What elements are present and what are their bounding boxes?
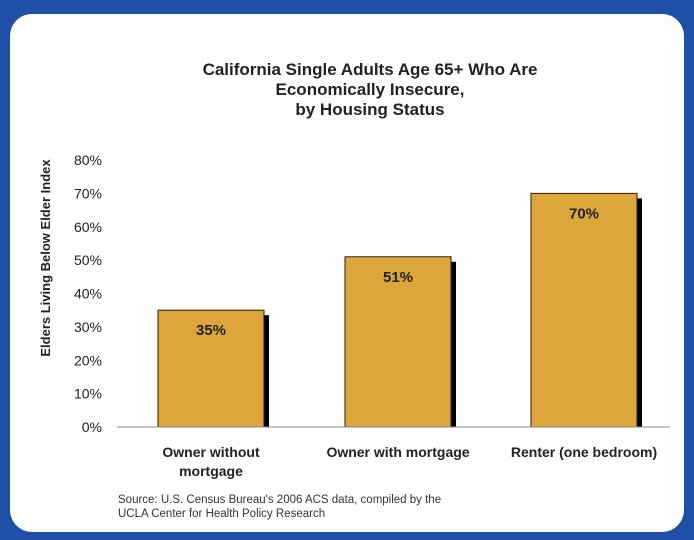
x-category-label: Renter (one bedroom) [511,444,657,460]
y-tick-label: 60% [74,219,102,235]
y-axis-title: Elders Living Below Elder Index [38,159,53,357]
y-tick-label: 0% [82,419,102,435]
x-category-label: Owner without [162,444,260,460]
source-line-1: Source: U.S. Census Bureau's 2006 ACS da… [118,494,442,506]
bar-data-label: 51% [383,269,413,286]
y-tick-label: 80% [74,152,102,168]
source-note: Source: U.S. Census Bureau's 2006 ACS da… [118,493,538,521]
y-tick-label: 20% [74,352,102,368]
chart-title-line-2: Economically Insecure, [275,80,465,99]
x-category-label: mortgage [179,463,243,479]
chart-title: California Single Adults Age 65+ Who Are… [160,60,580,120]
y-tick-label: 70% [74,185,102,201]
y-tick-label: 50% [74,252,102,268]
bar-data-label: 35% [196,322,226,339]
chart-title-line-1: California Single Adults Age 65+ Who Are [202,60,538,79]
y-tick-label: 10% [74,386,102,402]
bar [157,309,265,428]
bar [530,192,638,428]
source-line-2: UCLA Center for Health Policy Research [118,508,326,520]
x-category-label: Owner with mortgage [326,444,469,460]
bar-data-label: 70% [569,205,599,222]
bar [344,256,452,428]
chart-title-line-3: by Housing Status [295,100,445,119]
y-tick-label: 40% [74,286,102,302]
y-tick-label: 30% [74,319,102,335]
